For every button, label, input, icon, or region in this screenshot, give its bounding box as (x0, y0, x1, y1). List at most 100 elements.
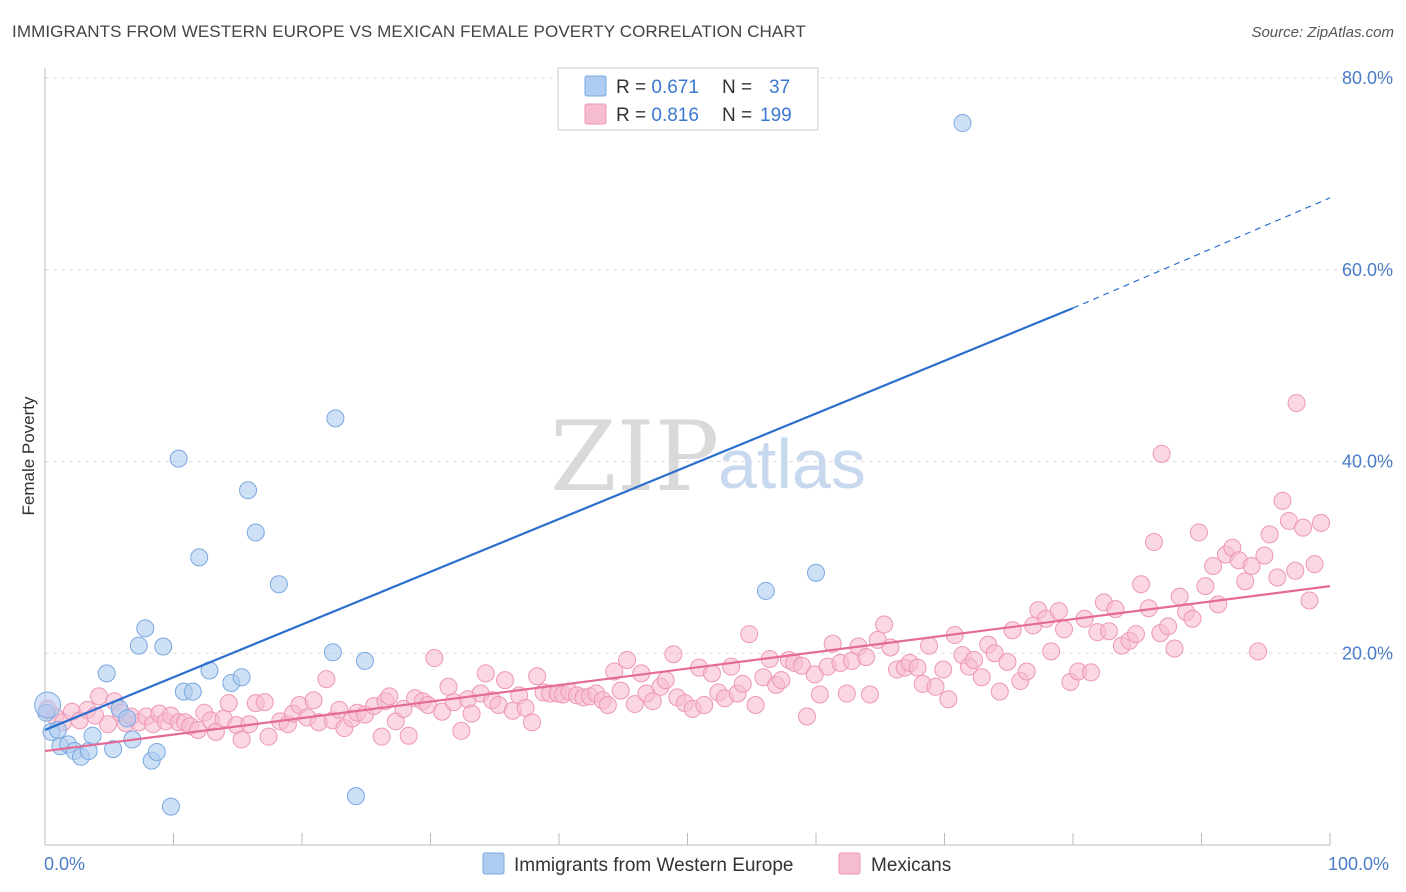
legend-r-value-1: 0.671 (651, 77, 699, 98)
data-point (380, 687, 399, 706)
data-point (702, 664, 721, 683)
data-point (1055, 620, 1074, 639)
data-point (355, 651, 374, 670)
data-point (98, 715, 117, 734)
data-point (1294, 518, 1313, 537)
trend-line-western-europe (44, 307, 1074, 731)
legend-n-value-1: 37 (769, 77, 790, 98)
data-point (1042, 642, 1061, 661)
data-point (425, 649, 444, 668)
y-tick-label: 40.0% (1342, 452, 1393, 472)
data-point (326, 409, 345, 428)
data-point (643, 692, 662, 711)
data-point (34, 691, 62, 719)
y-axis-title: Female Poverty (19, 396, 38, 516)
data-point (190, 548, 209, 567)
data-point (399, 726, 418, 745)
data-point (523, 713, 542, 732)
data-point (746, 696, 765, 715)
data-point (740, 625, 759, 644)
legend-swatch-pink (584, 103, 607, 125)
data-point (1273, 491, 1292, 510)
data-point (733, 674, 752, 693)
svg-text:N =: N = (722, 77, 752, 98)
bottom-legend-swatch-pink (838, 852, 861, 875)
data-point (1017, 662, 1036, 681)
data-point (1132, 575, 1151, 594)
data-point (1286, 561, 1305, 580)
data-point (169, 449, 188, 468)
data-point (807, 563, 825, 582)
svg-text:R = 0.671: R = 0.671 (616, 77, 699, 98)
data-point (990, 682, 1009, 701)
data-point (1196, 577, 1215, 596)
data-point (810, 685, 829, 704)
source-label: Source: ZipAtlas.com (1251, 24, 1394, 41)
data-point (965, 650, 984, 669)
data-point (875, 615, 894, 634)
data-point (147, 743, 166, 762)
data-point (1049, 602, 1068, 621)
data-point (1170, 587, 1189, 606)
data-point (1209, 595, 1228, 614)
data-point (625, 695, 644, 714)
data-point (269, 575, 288, 594)
data-point (1312, 513, 1331, 532)
data-point (1003, 621, 1022, 640)
data-point (656, 671, 675, 690)
data-point (1287, 394, 1306, 413)
data-point (618, 650, 637, 669)
data-point (528, 667, 547, 686)
data-point (1189, 523, 1208, 542)
data-point (934, 660, 953, 679)
data-point (908, 658, 927, 677)
chart-title: IMMIGRANTS FROM WESTERN EUROPE VS MEXICA… (12, 22, 806, 41)
data-point (232, 730, 251, 749)
data-point (695, 696, 714, 715)
data-point (304, 691, 323, 710)
data-point (1255, 546, 1274, 565)
data-point (985, 644, 1004, 663)
data-point (259, 727, 278, 746)
data-point (598, 696, 617, 715)
data-point (97, 664, 116, 683)
legend-n-value-2: 199 (760, 105, 792, 126)
correlation-legend: R = 0.671 N = 37 R = 0.816 N = 199 (557, 67, 819, 131)
data-point (118, 709, 137, 728)
data-point (1144, 533, 1163, 552)
data-point (926, 677, 945, 696)
series-legend: Immigrants from Western Europe Mexicans (482, 852, 951, 876)
bottom-legend-label-pink: Mexicans (871, 855, 951, 876)
data-point (346, 787, 365, 806)
svg-text:R = 0.816: R = 0.816 (616, 105, 699, 126)
data-point (972, 668, 991, 687)
grid-layer (45, 77, 1395, 654)
data-point (462, 704, 481, 723)
data-point (136, 619, 155, 638)
data-point (104, 740, 123, 759)
data-point (323, 643, 342, 662)
data-point (219, 694, 238, 713)
data-point (83, 726, 102, 745)
data-point (998, 652, 1017, 671)
data-point (792, 656, 811, 675)
bottom-legend-label-blue: Immigrants from Western Europe (514, 855, 793, 876)
legend-r-label-2: R = (616, 105, 651, 126)
data-point (476, 664, 495, 683)
data-point (611, 681, 630, 700)
y-tick-label: 60.0% (1342, 260, 1393, 280)
data-point (183, 682, 202, 701)
data-point (1183, 609, 1202, 628)
data-point (1260, 525, 1279, 544)
data-point (439, 677, 458, 696)
data-point (1126, 625, 1145, 644)
data-point (161, 797, 180, 816)
data-point (232, 668, 251, 687)
data-point (1268, 568, 1287, 587)
trend-lines (44, 197, 1331, 753)
data-point (317, 670, 336, 689)
svg-text:N =: N = (722, 105, 752, 126)
data-point (452, 721, 471, 740)
legend-r-label-1: R = (616, 77, 651, 98)
data-point (246, 523, 265, 542)
